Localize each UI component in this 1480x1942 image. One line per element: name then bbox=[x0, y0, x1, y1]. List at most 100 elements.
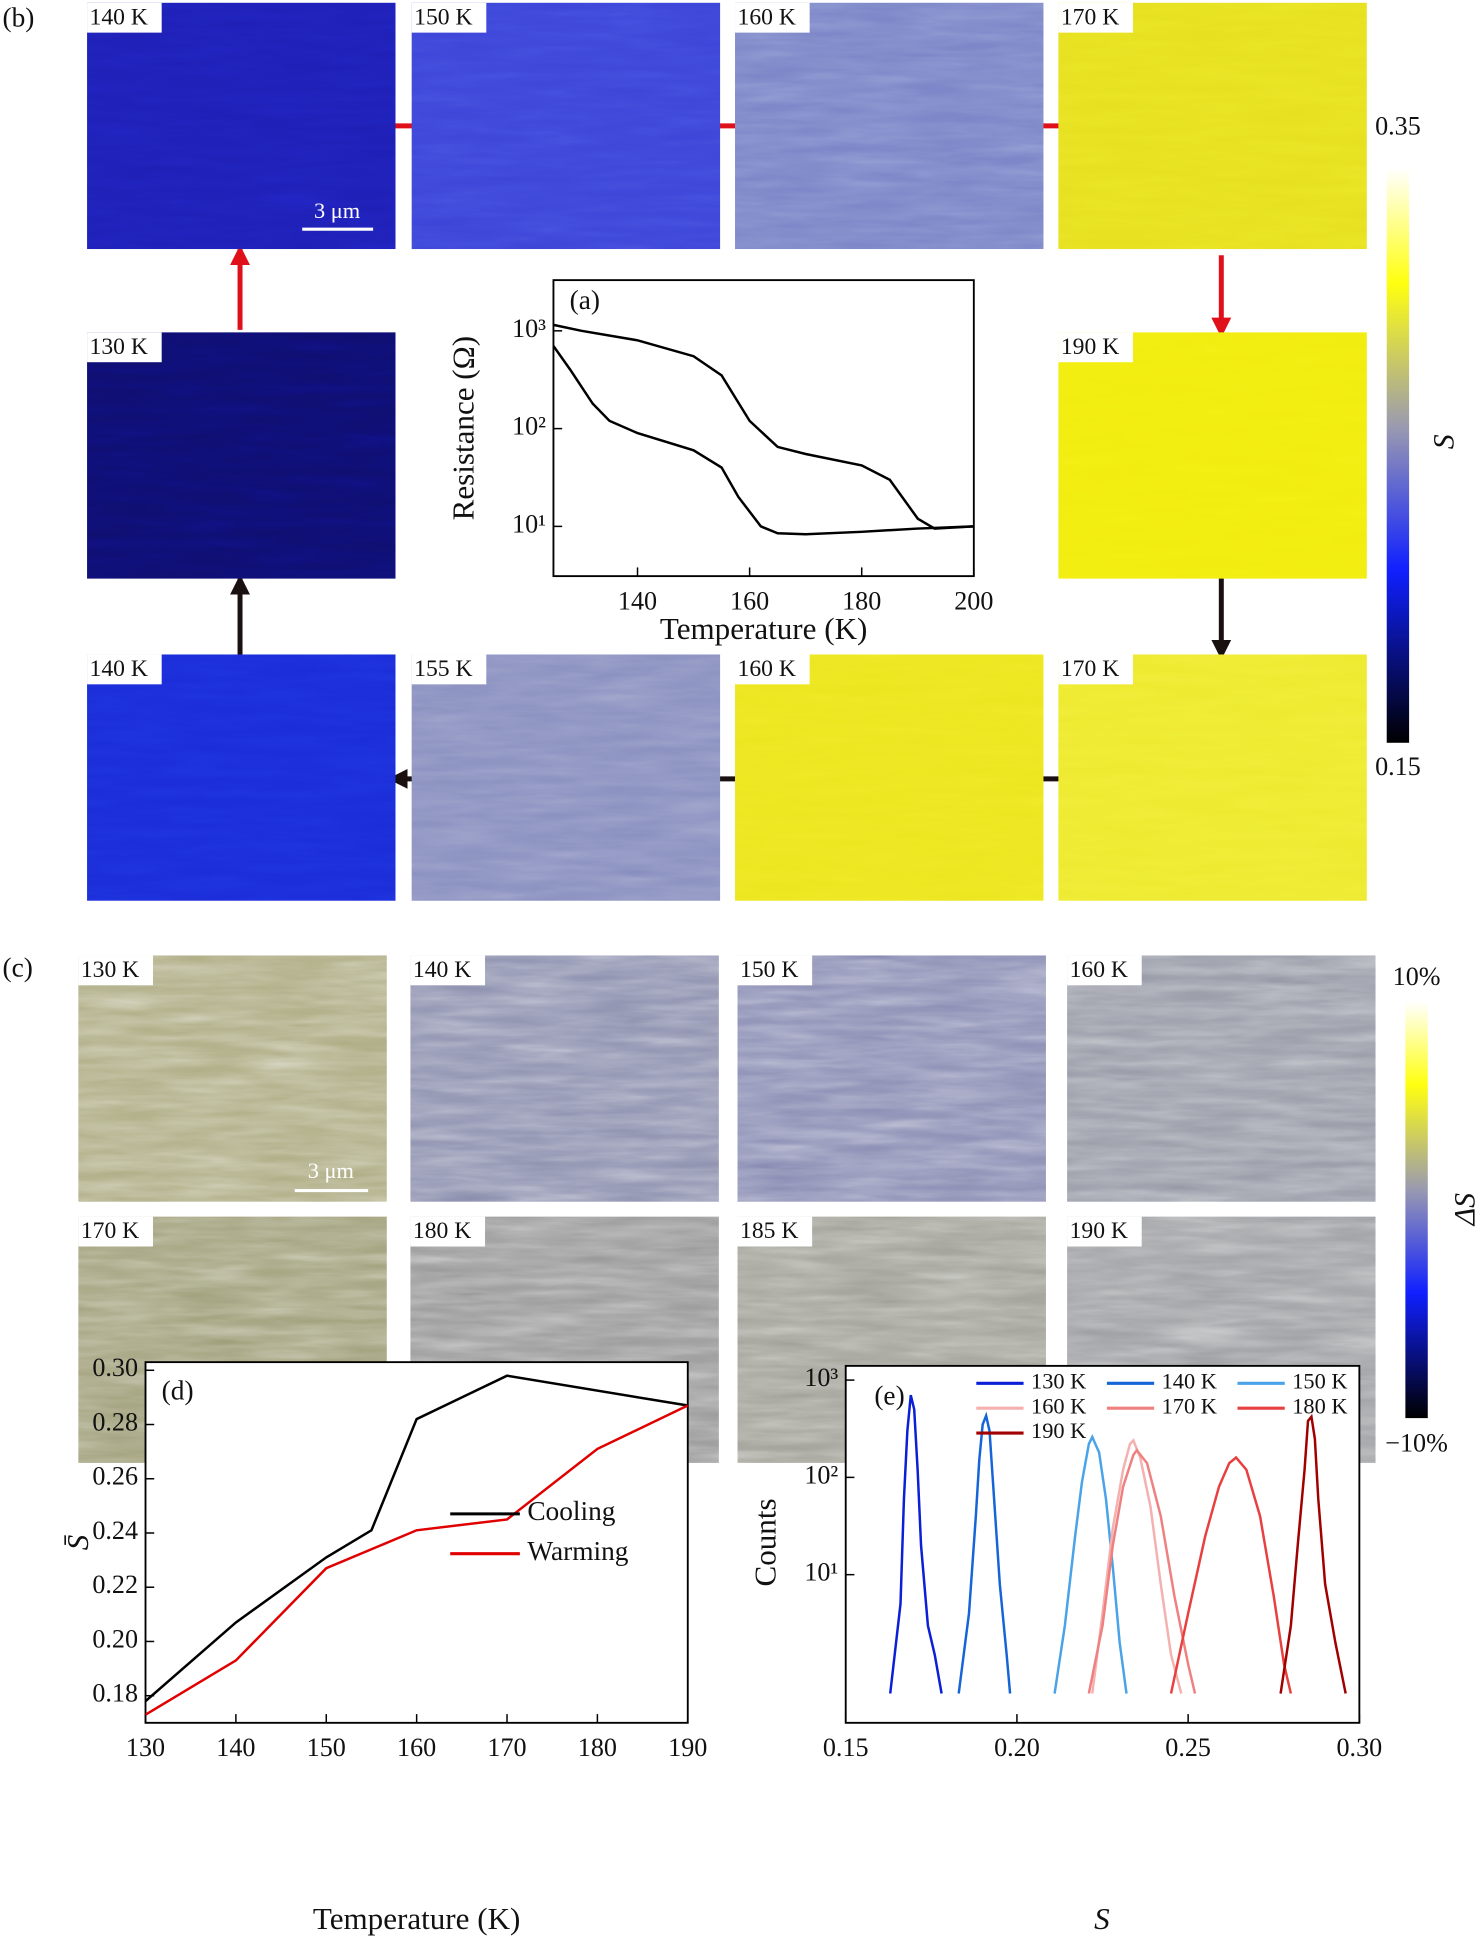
x-tick-label: 170 bbox=[487, 1733, 526, 1762]
map-texture bbox=[737, 955, 1046, 1202]
line bbox=[1279, 1413, 1347, 1694]
y-axis-label: Resistance (Ω) bbox=[446, 336, 481, 520]
colorbar-tick-label: 0.35 bbox=[1375, 111, 1421, 140]
legend-label: 180 K bbox=[1292, 1393, 1347, 1418]
y-tick-label: 0.22 bbox=[92, 1570, 138, 1599]
y-tick-label: 0.28 bbox=[92, 1407, 138, 1436]
y-tick-label: 10¹ bbox=[512, 509, 546, 538]
legend-label: Cooling bbox=[527, 1496, 615, 1526]
annotation: (d) bbox=[162, 1376, 194, 1406]
colorbar-label: ΔS bbox=[1448, 1193, 1480, 1227]
plot-area bbox=[552, 279, 975, 578]
y-axis-label: S̄ bbox=[60, 1534, 95, 1550]
x-tick-label: 150 bbox=[307, 1733, 346, 1762]
map-label-bg bbox=[87, 332, 162, 363]
map-label: 180 K bbox=[413, 1218, 471, 1244]
map-label-bg bbox=[1067, 1216, 1142, 1247]
map-label: 155 K bbox=[414, 656, 472, 682]
map-label-bg bbox=[411, 654, 487, 685]
map-texture bbox=[1067, 955, 1376, 1202]
map-texture bbox=[87, 654, 396, 901]
map-label: 170 K bbox=[1061, 656, 1119, 682]
panel-label: (c) bbox=[2, 953, 32, 983]
map-label-bg bbox=[735, 654, 810, 685]
x-tick-label: 140 bbox=[618, 586, 657, 615]
line bbox=[145, 1374, 688, 1703]
y-tick-label: 10¹ bbox=[804, 1558, 838, 1587]
x-axis-label: Temperature (K) bbox=[660, 611, 868, 646]
map-texture bbox=[411, 654, 721, 901]
map-label-bg bbox=[87, 2, 162, 33]
y-tick-label: 10² bbox=[512, 412, 546, 441]
map-label-bg bbox=[410, 1216, 486, 1247]
scale-bar-label: 3 μm bbox=[314, 198, 361, 223]
x-tick-label: 0.25 bbox=[1165, 1733, 1211, 1762]
map-label: 130 K bbox=[81, 957, 139, 983]
line bbox=[888, 1394, 943, 1694]
x-tick-label: 180 bbox=[578, 1733, 617, 1762]
map-label-bg bbox=[87, 654, 162, 685]
y-tick-label: 0.24 bbox=[92, 1516, 138, 1545]
x-tick-label: 200 bbox=[954, 586, 993, 615]
x-tick-label: 0.30 bbox=[1337, 1733, 1383, 1762]
x-tick-label: 160 bbox=[397, 1733, 436, 1762]
map-texture bbox=[1058, 654, 1367, 901]
colorbar-tick-label: 10% bbox=[1393, 962, 1441, 991]
scale-bar-label: 3 μm bbox=[308, 1158, 355, 1183]
colorbar-tick-label: −10% bbox=[1385, 1428, 1448, 1457]
map-label: 190 K bbox=[1070, 1218, 1128, 1244]
map-texture bbox=[411, 2, 721, 250]
x-tick-label: 130 bbox=[126, 1733, 165, 1762]
annotation: (e) bbox=[874, 1380, 904, 1410]
map-label: 170 K bbox=[1061, 4, 1119, 30]
map-label: 140 K bbox=[90, 656, 148, 682]
map-label-bg bbox=[1058, 2, 1134, 33]
map-label-bg bbox=[737, 1216, 813, 1247]
y-tick-label: 0.26 bbox=[92, 1462, 138, 1491]
legend-label: 150 K bbox=[1292, 1368, 1347, 1393]
map-texture bbox=[735, 654, 1044, 901]
x-axis-label: Temperature (K) bbox=[313, 1901, 520, 1936]
x-tick-label: 160 bbox=[730, 586, 769, 615]
map-label: 160 K bbox=[738, 656, 796, 682]
map-texture bbox=[1058, 2, 1367, 250]
map-label-bg bbox=[737, 955, 813, 986]
x-tick-label: 180 bbox=[842, 586, 881, 615]
line bbox=[957, 1411, 1012, 1694]
map-label: 140 K bbox=[413, 957, 471, 983]
y-tick-label: 10² bbox=[804, 1460, 838, 1489]
y-tick-label: 0.20 bbox=[92, 1624, 138, 1653]
y-tick-label: 10³ bbox=[804, 1363, 838, 1392]
map-label: 190 K bbox=[1061, 334, 1119, 360]
map-label-bg bbox=[78, 1216, 153, 1247]
y-axis-label: Counts bbox=[748, 1498, 783, 1586]
chart: 0.15 0.20 0.25 0.30 10¹ 10² 10³ S Counts (e) 130 K… bbox=[748, 1363, 1382, 1936]
line bbox=[145, 1404, 688, 1716]
map-texture bbox=[78, 955, 387, 1202]
map-label: 160 K bbox=[738, 4, 796, 30]
x-tick-label: 0.20 bbox=[994, 1733, 1040, 1762]
map-label: 140 K bbox=[90, 4, 148, 30]
legend-label: Warming bbox=[527, 1536, 628, 1566]
x-tick-label: 190 bbox=[668, 1733, 707, 1762]
colorbar bbox=[1386, 168, 1410, 743]
map-label-bg bbox=[1058, 654, 1134, 685]
map-label-bg bbox=[78, 955, 153, 986]
map-label-bg bbox=[1058, 332, 1134, 363]
line bbox=[1053, 1434, 1128, 1694]
y-tick-label: 0.18 bbox=[92, 1679, 138, 1708]
line bbox=[1169, 1455, 1293, 1694]
colorbar-tick-label: 0.15 bbox=[1375, 752, 1421, 781]
map-label-bg bbox=[735, 2, 810, 33]
map-label: 150 K bbox=[414, 4, 472, 30]
map-label: 160 K bbox=[1070, 957, 1128, 983]
legend-label: 190 K bbox=[1031, 1418, 1086, 1443]
line bbox=[553, 323, 974, 530]
map-texture bbox=[1058, 332, 1367, 579]
plot-area bbox=[844, 1364, 1361, 1724]
map-label-bg bbox=[410, 955, 486, 986]
map-label-bg bbox=[1067, 955, 1142, 986]
map-texture bbox=[410, 955, 719, 1202]
